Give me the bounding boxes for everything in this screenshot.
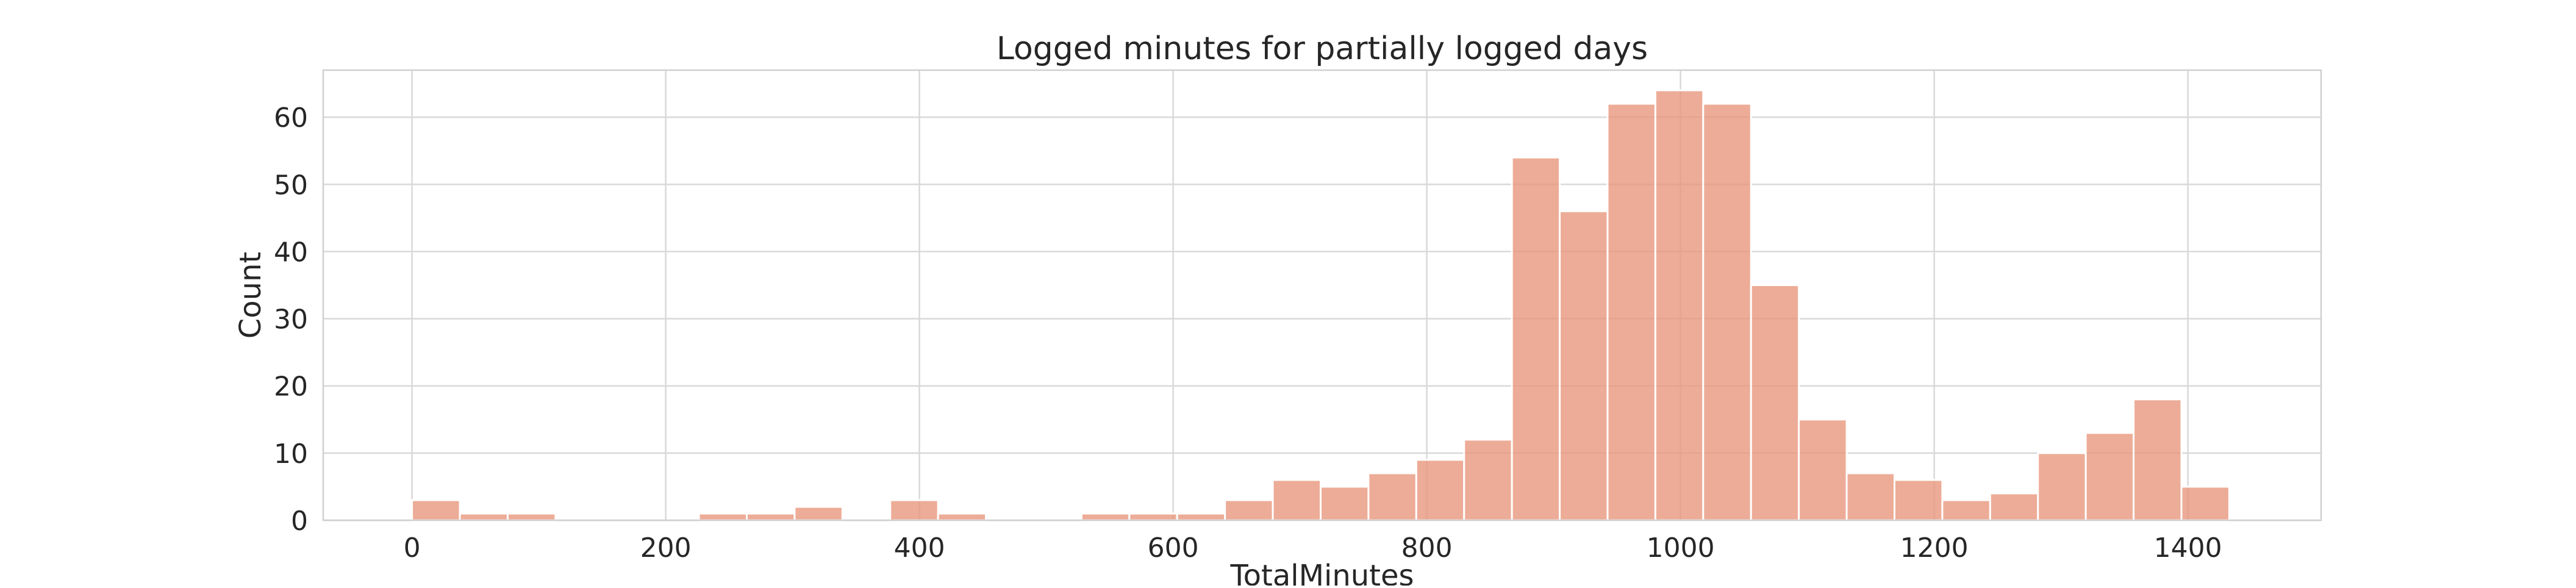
histogram-bar bbox=[1272, 479, 1322, 522]
x-tick-labels: 0 200 400 600 800 1000 1200 1400 bbox=[404, 532, 2222, 564]
y-tick-label: 50 bbox=[274, 170, 308, 201]
histogram-bar bbox=[1845, 472, 1895, 522]
x-tick-label: 1200 bbox=[1900, 532, 1969, 564]
histogram-bar bbox=[1893, 479, 1944, 522]
y-tick-label: 20 bbox=[274, 371, 308, 403]
histogram-bar bbox=[1463, 439, 1513, 522]
histogram-bar bbox=[1080, 512, 1131, 522]
histogram-bar bbox=[793, 506, 843, 522]
x-tick-label: 1400 bbox=[2154, 532, 2222, 564]
grid-layer bbox=[323, 70, 2321, 522]
y-axis-label: Count bbox=[234, 252, 268, 339]
histogram-bar bbox=[2180, 486, 2230, 522]
histogram-bar bbox=[1798, 418, 1848, 522]
histogram-bar bbox=[411, 499, 461, 522]
x-tick-label: 400 bbox=[894, 532, 945, 564]
histogram-bar bbox=[1224, 499, 1274, 522]
x-tick-label: 200 bbox=[640, 532, 692, 564]
histogram-bar bbox=[2084, 432, 2135, 522]
histogram-bar bbox=[698, 512, 748, 522]
x-tick-label: 800 bbox=[1401, 532, 1453, 564]
chart-title: Logged minutes for partially logged days bbox=[996, 30, 1648, 67]
histogram-bar bbox=[2037, 452, 2087, 522]
histogram-bar bbox=[1750, 284, 1800, 522]
histogram-bar bbox=[1320, 486, 1370, 522]
histogram-bar bbox=[2133, 398, 2183, 522]
x-axis-label: TotalMinutes bbox=[1229, 559, 1414, 586]
histogram-bar bbox=[1415, 459, 1465, 522]
histogram-bar bbox=[1606, 102, 1656, 522]
x-tick-label: 600 bbox=[1148, 532, 1199, 564]
x-tick-label: 1000 bbox=[1647, 532, 1715, 564]
y-tick-labels: 0 10 20 30 40 50 60 bbox=[274, 102, 308, 537]
y-tick-label: 10 bbox=[274, 439, 308, 470]
histogram-bar bbox=[1654, 89, 1705, 522]
histogram-bar bbox=[1511, 156, 1561, 522]
y-tick-label: 40 bbox=[274, 237, 308, 268]
histogram-bar bbox=[1367, 472, 1417, 522]
histogram-bar bbox=[1941, 499, 1991, 522]
histogram-bar bbox=[889, 499, 939, 522]
histogram-bar bbox=[1176, 512, 1226, 522]
histogram-bar bbox=[1989, 492, 2039, 522]
histogram-bar bbox=[1702, 102, 1752, 522]
plot-frame bbox=[322, 69, 2322, 522]
y-tick-label: 0 bbox=[291, 506, 308, 537]
bar-layer bbox=[411, 89, 2230, 522]
x-tick-label: 0 bbox=[404, 532, 421, 564]
y-tick-label: 60 bbox=[274, 102, 308, 134]
y-tick-label: 30 bbox=[274, 304, 308, 335]
histogram-bar bbox=[937, 512, 987, 522]
histogram-bar bbox=[746, 512, 796, 522]
histogram-bar bbox=[506, 512, 557, 522]
histogram-bar bbox=[1128, 512, 1178, 522]
histogram-bar bbox=[459, 512, 509, 522]
histogram-bar bbox=[1559, 210, 1609, 522]
